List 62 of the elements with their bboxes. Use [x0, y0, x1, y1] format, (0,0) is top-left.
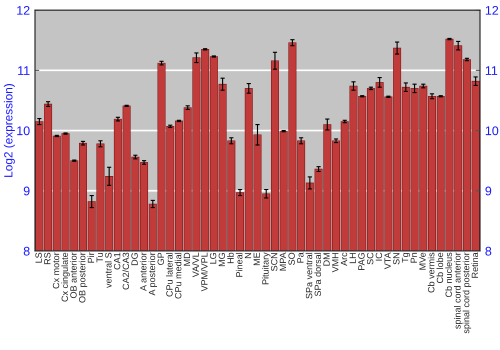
x-tick-label: DM [323, 253, 330, 266]
x-tick-label: Retina [471, 252, 478, 278]
x-tick-label: MVe [419, 252, 426, 270]
x-tick-label: SN [393, 253, 400, 264]
x-tick-label: OB anterior [70, 252, 77, 298]
x-tick-label: Pa [297, 252, 304, 263]
y2-tick-label: 8 [485, 246, 492, 256]
x-tick-label: OB posterior [78, 252, 88, 303]
x-tick-label: spinal cord anterior [454, 252, 462, 329]
x-tick-label: Arc [340, 252, 348, 266]
y2-tick-label: 11 [486, 66, 498, 75]
x-tick-label: SCN [270, 253, 278, 271]
x-tick-label: Pineal [236, 252, 242, 277]
x-tick-label: SPa dorsal [314, 252, 321, 296]
x-tick-label: Cx cingulate [61, 252, 70, 302]
x-tick-label: Cb lobe [436, 252, 444, 283]
y-tick-label: 10 [17, 126, 30, 136]
y2-tick-label: 10 [486, 126, 498, 136]
x-tick-label: A anterior [140, 252, 146, 291]
x-tick-label: VTA [384, 252, 391, 270]
x-tick-label: VA/VL [192, 252, 199, 278]
y2-tick-label: 12 [486, 6, 498, 15]
x-tick-label: LS [35, 252, 42, 263]
x-tick-label: N [244, 253, 252, 258]
y2-tick-label: 9 [485, 186, 492, 196]
x-tick-label: MG [218, 253, 226, 266]
x-tick-label: spinal cord posterior [462, 252, 472, 334]
x-tick-label: SC [366, 252, 374, 264]
y-tick-label: 9 [24, 186, 30, 196]
x-tick-label: VPM/VPL [200, 252, 208, 292]
x-tick-label: LG [210, 253, 216, 264]
x-tick-label: Pir [88, 252, 94, 263]
x-tick-label: RS [44, 252, 51, 264]
x-tick-label: Pituitary [262, 252, 270, 284]
x-tick-label: Tu [96, 252, 103, 262]
x-tick-label: ventral S [104, 252, 112, 288]
x-tick-label: IC [376, 252, 382, 261]
x-tick-label: MPA [280, 252, 286, 270]
x-tick-label: SO [288, 252, 295, 265]
y-tick-label: 11 [18, 66, 30, 75]
x-tick-label: ME [254, 252, 260, 266]
x-tick-label: Tg [402, 252, 410, 263]
x-tick-label: SPa ventral [306, 252, 312, 299]
x-tick-label: Hb [227, 252, 234, 264]
y-tick-label: 8 [24, 246, 30, 256]
x-tick-label: VMH [332, 253, 338, 272]
y-axis-title: Log2 (expression) [4, 84, 15, 177]
x-tick-label: PAG [358, 253, 365, 270]
x-tick-label: MD [184, 252, 190, 266]
x-tick-label: CA1 [114, 252, 120, 270]
x-tick-label: A posterior [148, 252, 157, 296]
x-tick-label: Cx motor [52, 252, 60, 288]
x-tick-label: Cb vermis [428, 252, 434, 293]
x-tick-label: Pn [410, 252, 417, 263]
x-tick-label: LH [350, 253, 356, 264]
y-tick-label: 12 [17, 6, 30, 15]
x-tick-label: GP [158, 252, 164, 265]
x-tick-label: Cb nucleus [445, 252, 452, 298]
x-tick-label: CA2/CA3 [122, 252, 130, 290]
x-tick-label: CPu lateral [166, 252, 173, 297]
x-tick-label: DG [131, 253, 138, 266]
x-tick-label: CPu medial [174, 252, 182, 299]
